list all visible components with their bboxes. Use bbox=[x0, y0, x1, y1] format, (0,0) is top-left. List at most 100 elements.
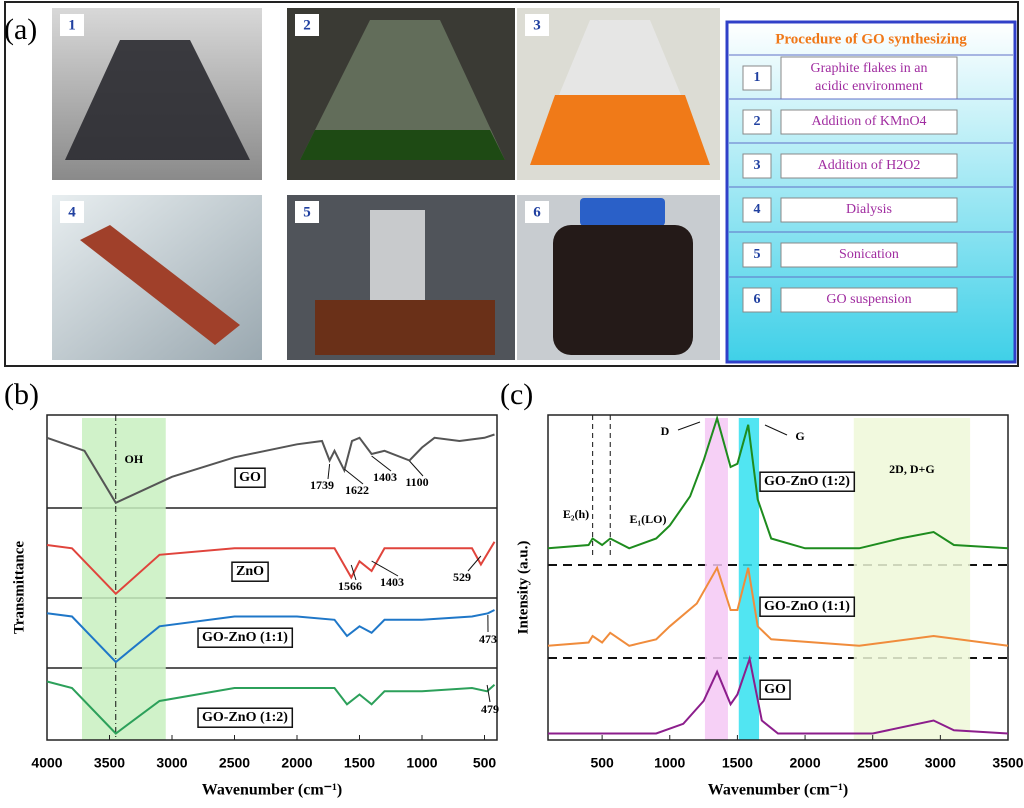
plot-frame bbox=[547, 414, 1009, 741]
highlight-band bbox=[853, 418, 971, 740]
peak-label: 1566 bbox=[338, 579, 362, 593]
photo-number: 1 bbox=[68, 17, 76, 33]
spectrum-line bbox=[547, 565, 1009, 647]
step-text: Addition of H2O2 bbox=[818, 158, 921, 173]
panel-label: (a) bbox=[4, 13, 37, 46]
peak-label: 473 bbox=[479, 632, 497, 646]
peak-label: 1622 bbox=[345, 483, 369, 497]
photo-number-box bbox=[295, 201, 319, 223]
x-tick-label: 1500 bbox=[722, 755, 753, 771]
step-text-box bbox=[780, 242, 958, 268]
peak-label: 479 bbox=[481, 702, 499, 716]
photo-number-box bbox=[525, 14, 549, 36]
x-tick-label: 2500 bbox=[857, 755, 888, 771]
series-label: GO bbox=[239, 470, 261, 485]
label-box bbox=[759, 471, 856, 492]
series-label: GO-ZnO (1:2) bbox=[202, 710, 288, 725]
x-axis-title: Wavenumber (cm⁻¹) bbox=[708, 782, 848, 799]
peak-label: 1739 bbox=[310, 478, 334, 492]
x-tick-label: 500 bbox=[590, 755, 614, 771]
step-text-box bbox=[780, 109, 958, 135]
highlight-band bbox=[738, 418, 760, 740]
peak-label: 1403 bbox=[373, 470, 397, 484]
y-axis-title: Transmittance bbox=[11, 541, 27, 634]
flask bbox=[300, 20, 505, 160]
spectrum-line bbox=[548, 654, 1009, 735]
step-number-box bbox=[742, 65, 772, 91]
spectrum-line bbox=[46, 541, 496, 596]
spectrum-line bbox=[46, 609, 495, 664]
x-axis-title: Wavenumber (cm⁻¹) bbox=[202, 782, 342, 799]
step-number: 3 bbox=[754, 158, 761, 173]
peak-label: 1100 bbox=[405, 475, 428, 489]
x-tick-label: 3000 bbox=[925, 755, 956, 771]
x-tick-label: 3000 bbox=[156, 755, 187, 771]
liquid bbox=[300, 130, 505, 160]
photo-number: 2 bbox=[303, 17, 311, 33]
sonicator bbox=[370, 210, 425, 300]
label-box bbox=[197, 627, 294, 648]
highlight-band bbox=[704, 418, 728, 740]
step-number: 2 bbox=[754, 114, 761, 129]
peak-pointer bbox=[467, 555, 482, 572]
photo-number: 5 bbox=[303, 204, 311, 220]
series-label: GO-ZnO (1:1) bbox=[202, 630, 288, 645]
x-tick-label: 2000 bbox=[789, 755, 820, 771]
series-label: GO-ZnO (1:1) bbox=[764, 599, 850, 614]
step-text: acidic environment bbox=[815, 79, 923, 94]
step-number-box bbox=[742, 242, 772, 268]
photo-number: 3 bbox=[533, 17, 541, 33]
photo-number: 6 bbox=[533, 204, 541, 220]
photo-number: 4 bbox=[68, 204, 76, 220]
x-tick-label: 2000 bbox=[281, 755, 312, 771]
x-tick-label: 3500 bbox=[94, 755, 125, 771]
photo-number-box bbox=[295, 14, 319, 36]
label-box bbox=[197, 707, 294, 728]
peak-pointer bbox=[350, 564, 357, 581]
step-number-box bbox=[742, 287, 772, 313]
dialysis-bag bbox=[80, 225, 240, 345]
peak-pointer bbox=[409, 460, 424, 477]
peak-annotation: E₁(LO) bbox=[630, 512, 667, 526]
step-number: 4 bbox=[754, 202, 761, 217]
spectrum-line bbox=[46, 680, 496, 735]
step-text-box bbox=[780, 153, 958, 179]
bottle bbox=[553, 225, 693, 355]
x-tick-label: 1500 bbox=[344, 755, 375, 771]
panel-label: (c) bbox=[500, 378, 533, 411]
arrow bbox=[764, 424, 788, 436]
x-tick-label: 2500 bbox=[219, 755, 250, 771]
step-text: Addition of KMnO4 bbox=[811, 114, 926, 129]
step-number-box bbox=[742, 197, 772, 223]
step-number: 1 bbox=[754, 70, 761, 85]
peak-pointer bbox=[343, 468, 364, 485]
label-box bbox=[234, 467, 266, 488]
x-tick-label: 1000 bbox=[654, 755, 685, 771]
x-tick-label: 1000 bbox=[406, 755, 437, 771]
y-axis-title: Intensity (a.u.) bbox=[515, 541, 531, 635]
peak-pointer bbox=[327, 463, 331, 480]
arrow bbox=[677, 421, 701, 431]
step-number-box bbox=[742, 153, 772, 179]
peak-pointer bbox=[486, 684, 491, 703]
step-text-box bbox=[780, 56, 958, 100]
photos bbox=[52, 8, 720, 360]
photo-number-box bbox=[60, 14, 84, 36]
step-text: Sonication bbox=[839, 247, 899, 262]
series-label: ZnO bbox=[236, 564, 264, 579]
label-box bbox=[759, 679, 791, 700]
band-label: OH bbox=[125, 452, 144, 466]
series-label: GO bbox=[764, 682, 786, 697]
peak-label: 1403 bbox=[380, 575, 404, 589]
flask bbox=[65, 40, 250, 160]
peak-pointer bbox=[371, 560, 399, 577]
step-text: GO suspension bbox=[826, 292, 911, 307]
step-text: Graphite flakes in an bbox=[810, 61, 927, 76]
peak-annotation: D bbox=[661, 424, 670, 438]
band-label: 2D, D+G bbox=[889, 462, 935, 476]
liquid bbox=[530, 95, 710, 165]
bottle-cap bbox=[580, 198, 665, 226]
series-label: GO-ZnO (1:2) bbox=[764, 474, 850, 489]
step-text: Dialysis bbox=[846, 202, 892, 217]
